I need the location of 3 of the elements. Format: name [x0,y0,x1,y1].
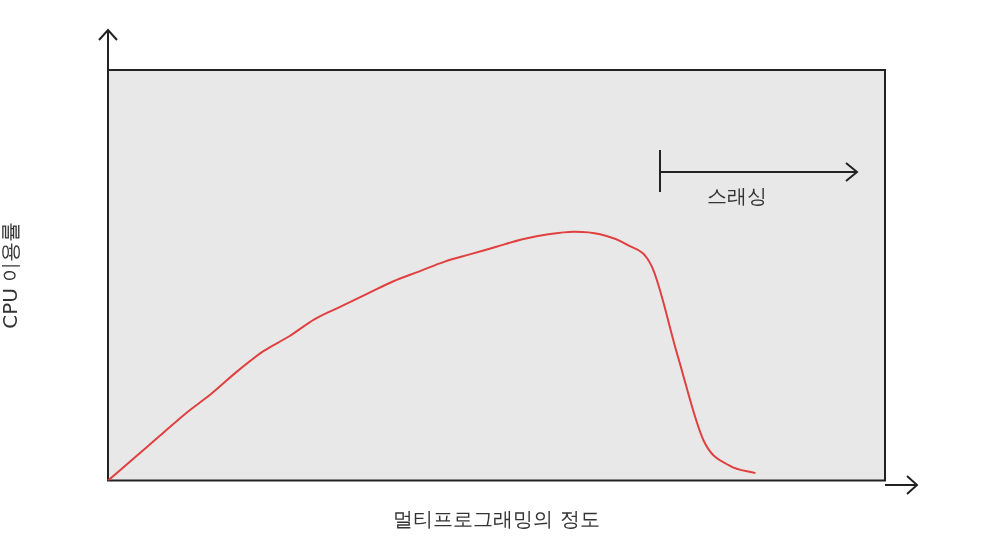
y-axis-title: CPU 이용률 [0,221,23,329]
text: 스래싱 [707,184,767,208]
x-axis-title: 멀티프로그래밍의 정도 [393,507,600,532]
